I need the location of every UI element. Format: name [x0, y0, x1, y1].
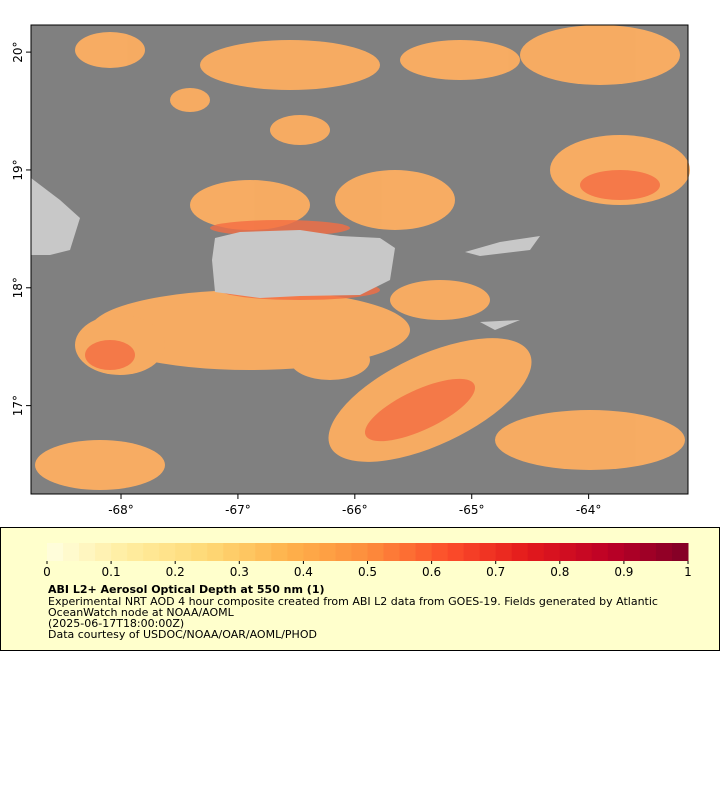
colorbar-swatch	[527, 543, 545, 561]
colorbar-swatch	[47, 543, 64, 561]
colorbar-tick-label: 0	[43, 565, 51, 579]
colorbar-swatch	[95, 543, 112, 561]
y-tick-label: 18°	[11, 277, 25, 298]
land-virgin-islands	[465, 236, 540, 256]
colorbar-swatch	[447, 543, 465, 561]
colorbar-swatch	[367, 543, 385, 561]
y-tick-label: 17°	[11, 395, 25, 416]
colorbar-tick-label: 0.9	[614, 565, 633, 579]
legend-line: (2025-06-17T18:00:00Z)	[48, 617, 184, 630]
colorbar-swatch	[431, 543, 449, 561]
colorbar-swatch	[223, 543, 240, 561]
colorbar-swatch	[415, 543, 433, 561]
colorbar-tick-label: 0.1	[102, 565, 121, 579]
colorbar-tick-label: 0.3	[230, 565, 249, 579]
y-tick-label: 19°	[11, 159, 25, 180]
colorbar-swatch	[575, 543, 593, 561]
legend-line: OceanWatch node at NOAA/AOML	[48, 606, 235, 619]
colorbar-swatch	[175, 543, 192, 561]
colorbar-swatch	[511, 543, 529, 561]
colorbar-swatch	[111, 543, 128, 561]
axes: -68° -67° -66° -65° -64° 17° 18° 19° 20°	[11, 41, 601, 517]
map-field	[30, 24, 690, 495]
colorbar-tick-label: 0.6	[422, 565, 441, 579]
colorbar-swatch	[239, 543, 256, 561]
y-tick-label: 20°	[11, 41, 25, 62]
aerosol-patches	[35, 25, 690, 490]
x-tick-label: -66°	[342, 503, 368, 517]
colorbar-tick-label: 0.5	[358, 565, 377, 579]
colorbar-swatch	[127, 543, 144, 561]
colorbar-swatch	[159, 543, 176, 561]
x-tick-label: -68°	[108, 503, 134, 517]
colorbar-swatch	[463, 543, 481, 561]
map-frame	[30, 24, 689, 495]
colorbar-swatch	[255, 543, 272, 561]
legend-line: Experimental NRT AOD 4 hour composite cr…	[48, 595, 658, 608]
colorbar-swatch	[655, 543, 673, 561]
colorbar-tick-label: 0.8	[550, 565, 569, 579]
land-hispaniola	[31, 178, 80, 255]
x-tick-label: -67°	[225, 503, 251, 517]
x-tick-label: -64°	[576, 503, 602, 517]
colorbar-swatch	[399, 543, 417, 561]
legend-title: ABI L2+ Aerosol Optical Depth at 550 nm …	[48, 583, 325, 596]
colorbar-swatch	[191, 543, 208, 561]
colorbar-swatch	[623, 543, 641, 561]
x-tick-label: -65°	[459, 503, 485, 517]
colorbar-swatch	[607, 543, 625, 561]
colorbar-swatch	[319, 543, 336, 561]
colorbar-swatch	[383, 543, 401, 561]
colorbar-swatch	[591, 543, 609, 561]
colorbar-swatch	[351, 543, 368, 561]
colorbar-swatch	[79, 543, 96, 561]
colorbar-swatch	[543, 543, 561, 561]
colorbar-tick-label: 0.2	[166, 565, 185, 579]
colorbar-swatch	[335, 543, 352, 561]
colorbar-swatch	[479, 543, 497, 561]
colorbar-swatch	[207, 543, 224, 561]
legend-line: Data courtesy of USDOC/NOAA/OAR/AOML/PHO…	[48, 628, 317, 641]
colorbar-swatch	[287, 543, 304, 561]
land-puerto-rico	[212, 230, 395, 298]
colorbar-swatch	[639, 543, 657, 561]
colorbar-swatch	[143, 543, 160, 561]
colorbar-tick-label: 0.4	[294, 565, 313, 579]
colorbar-swatch	[559, 543, 577, 561]
colorbar-swatch	[271, 543, 288, 561]
colorbar-swatch	[495, 543, 513, 561]
colorbar-tick-label: 1	[684, 565, 692, 579]
colorbar: 0 0.1 0.2 0.3 0.4 0.5 0.6 0.7 0.8 0.9 1	[43, 543, 692, 579]
land-st-croix	[480, 320, 520, 330]
colorbar-swatch	[63, 543, 80, 561]
colorbar-swatch	[671, 543, 689, 561]
colorbar-tick-label: 0.7	[486, 565, 505, 579]
colorbar-swatch	[303, 543, 320, 561]
